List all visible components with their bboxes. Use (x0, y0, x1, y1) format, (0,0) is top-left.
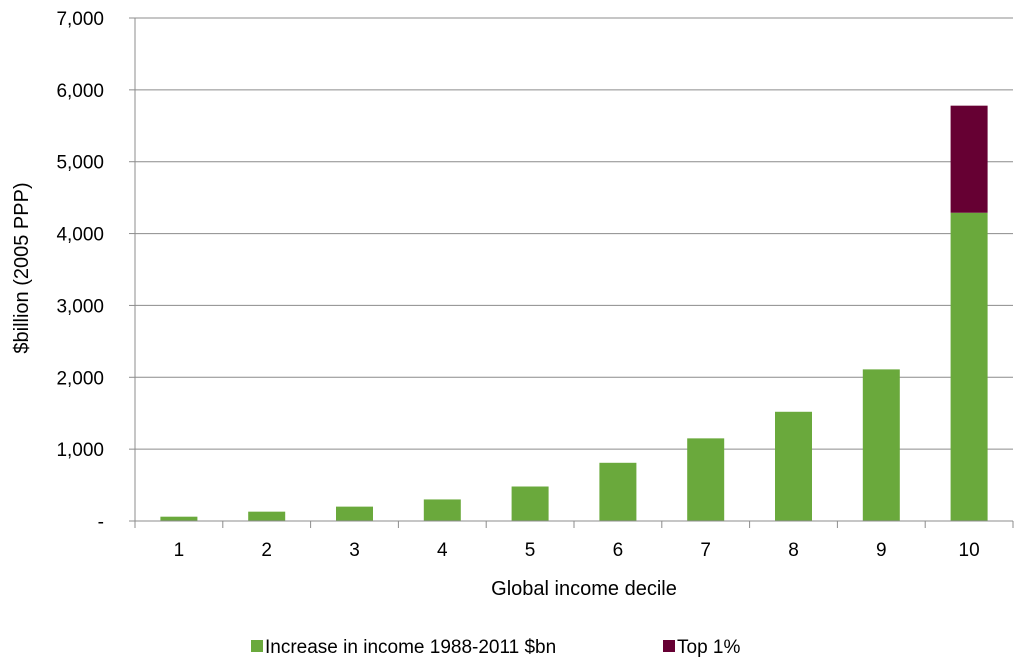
bar-increase-6 (599, 462, 637, 521)
legend-swatch-top1 (663, 640, 675, 652)
y-tick-label-2: 2,000 (56, 368, 104, 389)
legend-swatch-increase (251, 640, 263, 652)
x-tick-label-10: 10 (959, 540, 980, 561)
y-tick-label-3: 3,000 (56, 296, 104, 317)
legend-label-increase: Increase in income 1988-2011 $bn (265, 637, 556, 658)
y-tick-label-1: 1,000 (56, 440, 104, 461)
y-tick-label-4: 4,000 (56, 225, 104, 246)
y-axis-title: $billion (2005 PPP) (11, 182, 33, 353)
bar-increase-7 (687, 438, 725, 521)
x-tick-label-2: 2 (261, 540, 272, 561)
x-tick-label-6: 6 (613, 540, 624, 561)
x-tick-labels: 1 2 3 4 5 6 7 8 9 10 (174, 540, 980, 561)
axes (134, 18, 1014, 528)
legend-label-top1: Top 1% (677, 637, 740, 658)
bar-top1-10 (950, 105, 988, 213)
bar-increase-1 (160, 516, 198, 521)
bar-increase-4 (423, 499, 461, 521)
bar-increase-10 (950, 212, 988, 522)
y-tick-label-6: 6,000 (56, 81, 104, 102)
y-tick-label-5: 5,000 (56, 153, 104, 174)
gridlines (129, 17, 1013, 522)
y-tick-label-7: 7,000 (56, 9, 104, 30)
x-tick-label-1: 1 (174, 540, 185, 561)
bar-increase-5 (511, 486, 549, 521)
x-tick-label-5: 5 (525, 540, 536, 561)
bar-increase-2 (248, 511, 286, 521)
bar-increase-3 (336, 506, 373, 521)
x-axis-title: Global income decile (491, 578, 677, 600)
bar-increase-8 (775, 411, 812, 521)
x-tick-label-3: 3 (349, 540, 360, 561)
legend: Increase in income 1988-2011 $bn Top 1% (251, 637, 740, 658)
y-tick-labels: - 1,000 2,000 3,000 4,000 5,000 6,000 7,000 (56, 9, 104, 533)
bars (160, 105, 988, 522)
x-tick-label-8: 8 (788, 540, 799, 561)
bar-increase-9 (862, 369, 900, 521)
x-tick-label-4: 4 (437, 540, 448, 561)
x-tick-label-9: 9 (876, 540, 887, 561)
x-tick-label-7: 7 (700, 540, 711, 561)
y-tick-label-0: - (98, 512, 104, 533)
